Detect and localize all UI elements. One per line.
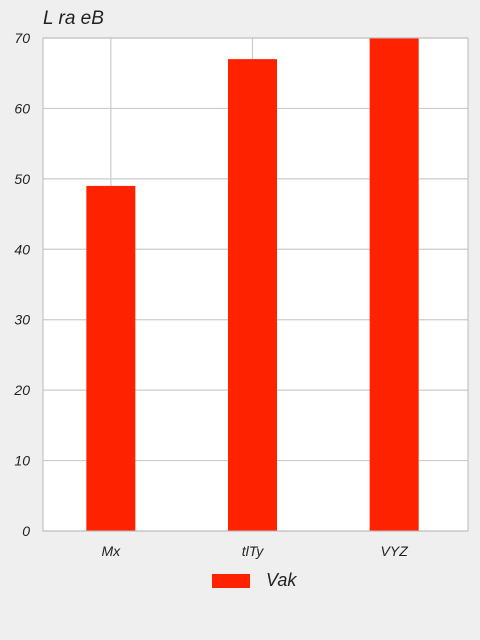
legend-label: Vak [266,570,297,590]
legend-swatch [212,573,250,588]
bar [369,38,419,531]
y-tick-label: 0 [22,523,30,539]
legend: Vak [212,570,296,591]
y-tick-label: 10 [14,453,30,469]
y-tick-label: 70 [14,30,30,46]
y-tick-label: 40 [14,241,30,257]
plot-frame [42,37,469,532]
chart-title: L ra eB [43,8,104,29]
x-tick-label: Mx [101,543,121,559]
y-tick-label: 50 [14,171,30,187]
y-tick-label: 20 [13,382,30,398]
y-tick-label: 30 [14,312,30,328]
y-tick-label: 60 [14,100,30,116]
x-tick-label: VYZ [381,543,409,559]
bar [86,185,136,531]
x-tick-label: tlTy [242,543,265,559]
bar [228,59,277,531]
